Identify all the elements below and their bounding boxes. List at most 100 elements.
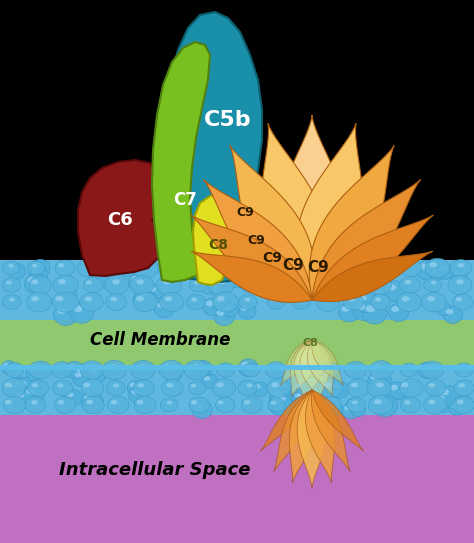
Ellipse shape	[453, 396, 474, 414]
Ellipse shape	[324, 382, 332, 387]
Ellipse shape	[31, 364, 38, 369]
Ellipse shape	[357, 294, 367, 301]
Ellipse shape	[53, 380, 73, 396]
Ellipse shape	[131, 389, 139, 395]
Ellipse shape	[451, 404, 457, 408]
Ellipse shape	[456, 297, 462, 301]
Bar	[0, 260, 474, 320]
Ellipse shape	[373, 270, 378, 274]
Ellipse shape	[231, 274, 238, 279]
Ellipse shape	[12, 377, 31, 394]
Ellipse shape	[196, 363, 204, 368]
Ellipse shape	[8, 264, 14, 268]
Ellipse shape	[218, 400, 224, 405]
Text: Cell Membrane: Cell Membrane	[90, 331, 230, 349]
Ellipse shape	[2, 277, 21, 292]
Ellipse shape	[147, 285, 164, 299]
Ellipse shape	[397, 292, 421, 312]
Ellipse shape	[122, 261, 130, 267]
Ellipse shape	[110, 297, 117, 301]
Ellipse shape	[367, 275, 392, 295]
Ellipse shape	[214, 307, 235, 326]
Ellipse shape	[32, 264, 37, 268]
Polygon shape	[230, 146, 315, 300]
Ellipse shape	[271, 382, 279, 387]
Ellipse shape	[425, 380, 446, 396]
Ellipse shape	[199, 277, 218, 294]
Polygon shape	[261, 123, 328, 300]
Ellipse shape	[212, 258, 237, 278]
Ellipse shape	[299, 263, 305, 268]
Polygon shape	[276, 115, 348, 300]
Ellipse shape	[87, 367, 106, 383]
Ellipse shape	[425, 258, 450, 277]
Ellipse shape	[305, 361, 314, 367]
Ellipse shape	[328, 381, 349, 399]
Ellipse shape	[54, 275, 78, 295]
Ellipse shape	[273, 391, 282, 397]
Ellipse shape	[241, 362, 249, 367]
Ellipse shape	[25, 274, 46, 294]
Text: C6: C6	[107, 211, 133, 229]
Ellipse shape	[163, 279, 171, 285]
Ellipse shape	[91, 266, 117, 288]
Ellipse shape	[184, 361, 209, 380]
Ellipse shape	[374, 399, 382, 405]
Polygon shape	[261, 390, 312, 451]
Ellipse shape	[448, 276, 472, 294]
Ellipse shape	[216, 397, 235, 413]
Ellipse shape	[348, 400, 355, 405]
Ellipse shape	[331, 383, 339, 389]
Ellipse shape	[302, 399, 310, 405]
Ellipse shape	[81, 379, 104, 397]
Ellipse shape	[238, 295, 257, 310]
Ellipse shape	[131, 276, 139, 281]
Ellipse shape	[32, 268, 39, 274]
Ellipse shape	[189, 397, 210, 413]
Ellipse shape	[67, 393, 73, 397]
Ellipse shape	[202, 374, 218, 388]
Ellipse shape	[354, 291, 378, 312]
Ellipse shape	[292, 397, 312, 413]
Ellipse shape	[431, 281, 437, 285]
Ellipse shape	[320, 362, 340, 378]
Ellipse shape	[359, 269, 367, 276]
Ellipse shape	[272, 397, 281, 404]
Ellipse shape	[32, 383, 38, 388]
Ellipse shape	[25, 397, 46, 413]
Ellipse shape	[184, 258, 208, 277]
Ellipse shape	[29, 361, 52, 379]
Ellipse shape	[321, 277, 340, 293]
Ellipse shape	[112, 279, 120, 285]
Text: C7: C7	[173, 191, 197, 209]
Ellipse shape	[404, 400, 410, 405]
Ellipse shape	[374, 382, 380, 387]
Ellipse shape	[245, 281, 251, 285]
Ellipse shape	[401, 397, 420, 413]
Ellipse shape	[271, 263, 277, 268]
Ellipse shape	[341, 306, 350, 312]
Polygon shape	[152, 42, 210, 282]
Ellipse shape	[438, 264, 455, 279]
Ellipse shape	[420, 365, 428, 370]
Ellipse shape	[373, 394, 397, 416]
Ellipse shape	[157, 302, 165, 308]
Ellipse shape	[18, 381, 27, 387]
Ellipse shape	[29, 266, 48, 282]
Ellipse shape	[247, 275, 255, 281]
Ellipse shape	[57, 307, 66, 314]
Ellipse shape	[392, 306, 399, 312]
Ellipse shape	[451, 268, 467, 283]
Ellipse shape	[55, 296, 64, 301]
Ellipse shape	[27, 292, 52, 312]
Ellipse shape	[294, 361, 318, 379]
Ellipse shape	[136, 296, 144, 301]
Ellipse shape	[453, 270, 459, 275]
Ellipse shape	[219, 366, 225, 370]
Ellipse shape	[58, 279, 66, 285]
Ellipse shape	[8, 263, 26, 279]
Ellipse shape	[323, 281, 329, 285]
Ellipse shape	[387, 284, 396, 291]
Ellipse shape	[457, 263, 465, 268]
Ellipse shape	[6, 281, 12, 285]
